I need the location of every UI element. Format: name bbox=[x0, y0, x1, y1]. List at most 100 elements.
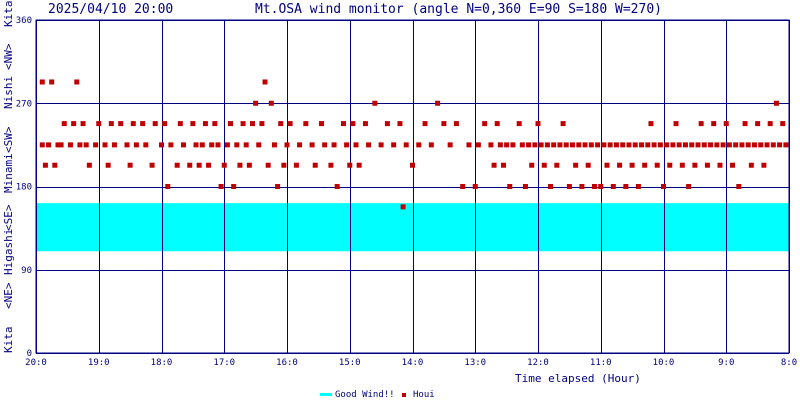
data-point bbox=[761, 162, 767, 168]
data-point bbox=[526, 142, 532, 148]
data-point bbox=[187, 162, 193, 168]
data-point bbox=[689, 142, 695, 148]
data-point bbox=[751, 142, 757, 148]
y-axis-label-segment: Higashi bbox=[2, 229, 15, 275]
x-tick-label: 9:0 bbox=[718, 358, 734, 368]
data-point bbox=[607, 142, 613, 148]
data-point bbox=[159, 142, 164, 148]
data-point bbox=[206, 162, 212, 168]
data-point bbox=[686, 184, 692, 189]
data-point bbox=[494, 121, 500, 127]
y-axis-label-segment: <SW> bbox=[2, 126, 15, 153]
data-point bbox=[74, 79, 80, 85]
data-point bbox=[510, 142, 516, 148]
data-point bbox=[133, 142, 139, 148]
x-tick-label: 12:0 bbox=[527, 358, 549, 368]
y-axis-label: Kita <NE> Higashi<SE> Minami<SW> Nishi <NW> Ki… bbox=[2, 1, 15, 354]
data-point bbox=[86, 162, 92, 168]
data-point bbox=[111, 142, 117, 148]
y-axis-label-segment: <SE> bbox=[2, 204, 15, 231]
x-tick-label: 15:0 bbox=[339, 358, 361, 368]
data-point bbox=[535, 121, 541, 127]
data-point bbox=[344, 142, 350, 148]
data-point bbox=[118, 121, 124, 127]
data-point bbox=[353, 142, 359, 148]
y-axis-label-segment: Minami bbox=[2, 153, 15, 193]
data-point bbox=[356, 162, 362, 168]
x-tick-label: 8:0 bbox=[781, 358, 797, 368]
data-point bbox=[588, 142, 594, 148]
data-point bbox=[770, 142, 776, 148]
y-tick-label: 0 bbox=[27, 349, 32, 359]
data-point bbox=[39, 142, 45, 148]
data-point bbox=[384, 121, 390, 127]
data-point bbox=[739, 142, 745, 148]
data-point bbox=[773, 100, 779, 106]
data-point bbox=[595, 142, 601, 148]
data-point bbox=[271, 142, 277, 148]
data-point bbox=[551, 142, 557, 148]
data-point bbox=[708, 142, 714, 148]
x-tick-label: 18:0 bbox=[151, 358, 173, 368]
data-point bbox=[80, 121, 86, 127]
data-point bbox=[193, 142, 199, 148]
data-point bbox=[676, 142, 682, 148]
legend-label-good-wind: Good Wind!! bbox=[335, 390, 395, 400]
data-point bbox=[635, 184, 641, 189]
data-point bbox=[240, 121, 246, 127]
data-point bbox=[661, 184, 666, 189]
data-point bbox=[679, 162, 685, 168]
legend-swatch-houi bbox=[402, 393, 406, 397]
data-point bbox=[664, 142, 670, 148]
data-point bbox=[507, 184, 513, 189]
y-tick-label: 90 bbox=[21, 266, 32, 276]
data-point bbox=[162, 121, 168, 127]
data-point bbox=[654, 162, 660, 168]
data-point bbox=[491, 162, 497, 168]
data-point bbox=[140, 121, 146, 127]
data-point bbox=[196, 162, 202, 168]
data-point bbox=[579, 184, 585, 189]
data-point bbox=[246, 162, 252, 168]
data-point bbox=[287, 121, 293, 127]
data-point bbox=[281, 162, 287, 168]
data-point bbox=[334, 184, 340, 189]
data-point bbox=[601, 142, 607, 148]
data-point bbox=[275, 184, 281, 189]
data-point bbox=[711, 121, 717, 127]
data-point bbox=[642, 162, 648, 168]
data-point bbox=[234, 142, 240, 148]
data-point bbox=[557, 142, 563, 148]
data-point bbox=[68, 142, 74, 148]
legend-label-houi: Houi bbox=[413, 390, 435, 400]
data-point bbox=[748, 162, 754, 168]
data-point bbox=[422, 121, 428, 127]
data-point bbox=[670, 142, 676, 148]
data-point bbox=[127, 162, 133, 168]
data-point bbox=[717, 162, 723, 168]
data-point bbox=[190, 121, 196, 127]
data-point bbox=[96, 121, 102, 127]
x-tick-label: 13:0 bbox=[464, 358, 486, 368]
data-point bbox=[745, 142, 751, 148]
data-point bbox=[500, 162, 506, 168]
data-point bbox=[726, 142, 732, 148]
data-point bbox=[215, 142, 221, 148]
data-point bbox=[249, 121, 255, 127]
y-tick-label: 180 bbox=[16, 183, 32, 193]
data-point bbox=[488, 142, 494, 148]
data-point bbox=[212, 121, 218, 127]
data-point bbox=[410, 162, 415, 168]
data-point bbox=[482, 121, 488, 127]
data-point bbox=[224, 142, 230, 148]
data-point bbox=[253, 100, 259, 106]
good-wind-band bbox=[36, 203, 789, 252]
data-point bbox=[472, 184, 478, 189]
data-points-layer bbox=[39, 79, 789, 210]
data-point bbox=[466, 142, 472, 148]
data-point bbox=[613, 142, 619, 148]
data-point bbox=[519, 142, 525, 148]
data-point bbox=[347, 162, 353, 168]
data-point bbox=[736, 184, 742, 189]
